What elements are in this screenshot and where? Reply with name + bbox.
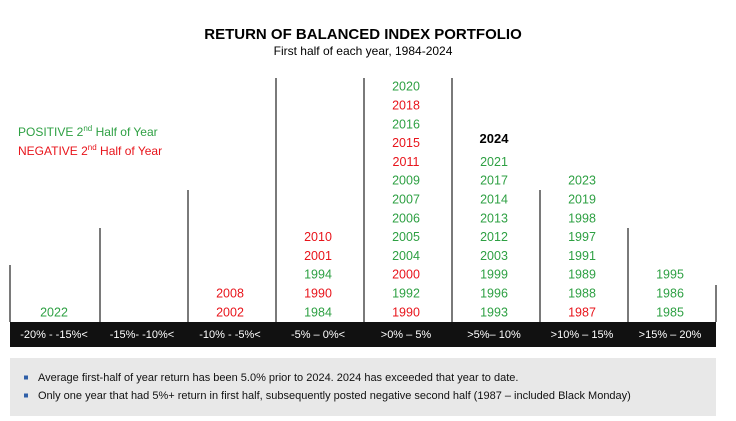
year-label: 2018 <box>392 98 420 112</box>
year-label: 2004 <box>392 249 420 263</box>
legend-text: nd <box>88 143 97 152</box>
category-label: -15%- -10%< <box>110 329 175 341</box>
year-label: 1990 <box>304 286 332 300</box>
category-label: -10% - -5%< <box>199 329 260 341</box>
year-label: 2010 <box>304 230 332 244</box>
year-label: 1996 <box>480 286 508 300</box>
year-label: 2013 <box>480 211 508 225</box>
legend-text: nd <box>83 124 92 133</box>
year-label: 1997 <box>568 230 596 244</box>
category-label: >10% – 15% <box>551 329 614 341</box>
legend-text: POSITIVE 2 <box>18 125 84 139</box>
category-label: -5% – 0%< <box>291 329 345 341</box>
year-label: 1998 <box>568 211 596 225</box>
year-label: 2007 <box>392 192 420 206</box>
year-label: 2000 <box>392 268 420 282</box>
year-label: 1999 <box>480 268 508 282</box>
category-band <box>10 322 716 347</box>
year-label: 1994 <box>304 268 332 282</box>
year-label: 1993 <box>480 305 508 319</box>
year-label: 2014 <box>480 192 508 206</box>
year-label: 2001 <box>304 249 332 263</box>
legend-entry: POSITIVE 2nd Half of Year <box>18 124 158 139</box>
year-label: 2009 <box>392 174 420 188</box>
year-label: 2024 <box>480 131 510 146</box>
bullet <box>24 393 28 398</box>
year-label: 2015 <box>392 136 420 150</box>
category-label: >0% – 5% <box>381 329 432 341</box>
year-label: 1989 <box>568 268 596 282</box>
year-label: 2019 <box>568 192 596 206</box>
year-label: 1991 <box>568 249 596 263</box>
category-label: >15% – 20% <box>639 329 702 341</box>
year-label: 2017 <box>480 174 508 188</box>
year-label: 1995 <box>656 268 684 282</box>
year-label: 1986 <box>656 286 684 300</box>
year-label: 2016 <box>392 117 420 131</box>
legend-text: NEGATIVE 2 <box>18 144 88 158</box>
chart-title: RETURN OF BALANCED INDEX PORTFOLIO <box>204 26 522 43</box>
year-label: 2023 <box>568 174 596 188</box>
year-label: 2005 <box>392 230 420 244</box>
legend-text: Half of Year <box>92 125 157 139</box>
year-label: 2022 <box>40 305 68 319</box>
notes-box <box>10 358 716 416</box>
year-label: 2021 <box>480 155 508 169</box>
year-label: 1985 <box>656 305 684 319</box>
bullet <box>24 375 28 380</box>
year-label: 2012 <box>480 230 508 244</box>
note: Only one year that had 5%+ return in fir… <box>38 390 631 402</box>
legend-text: Half of Year <box>97 144 162 158</box>
year-label: 2008 <box>216 286 244 300</box>
legend-entry: NEGATIVE 2nd Half of Year <box>18 143 162 158</box>
year-label: 2003 <box>480 249 508 263</box>
category-label: >5%– 10% <box>467 329 521 341</box>
year-label: 1987 <box>568 305 596 319</box>
year-label: 2020 <box>392 80 420 94</box>
category-label: -20% - -15%< <box>20 329 88 341</box>
note: Average first-half of year return has be… <box>38 372 518 384</box>
year-label: 1988 <box>568 286 596 300</box>
year-label: 2006 <box>392 211 420 225</box>
year-label: 2011 <box>393 155 420 169</box>
chart-subtitle: First half of each year, 1984-2024 <box>274 44 453 58</box>
year-label: 1990 <box>392 305 420 319</box>
year-label: 1984 <box>304 305 332 319</box>
year-label: 1992 <box>392 286 420 300</box>
year-label: 2002 <box>216 305 244 319</box>
